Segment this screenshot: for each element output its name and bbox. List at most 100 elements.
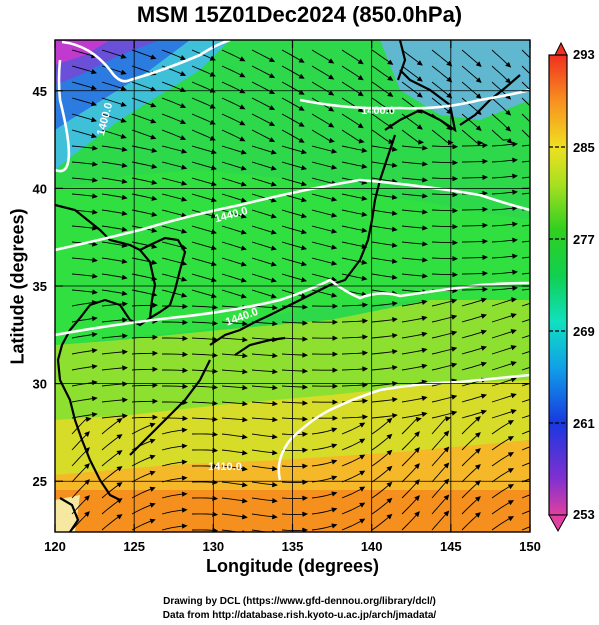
streamline-arrowhead	[91, 69, 97, 75]
streamline-arrowhead	[506, 138, 513, 144]
streamline-arrowhead	[421, 315, 428, 321]
streamline-arrowhead	[181, 148, 188, 154]
streamline-arrowhead	[91, 332, 98, 338]
streamline-arrowhead	[91, 257, 98, 263]
streamline-arrowhead	[512, 269, 518, 275]
streamline-arrowhead	[240, 293, 247, 299]
streamline-arrowhead	[302, 416, 309, 422]
streamline-arrowhead	[116, 450, 123, 456]
streamline-arrowhead	[152, 398, 159, 404]
streamline-arrowhead	[331, 523, 338, 529]
streamline	[521, 272, 530, 275]
streamline	[521, 334, 530, 339]
streamline-arrowhead	[240, 229, 247, 235]
streamline-arrowhead	[122, 301, 128, 307]
streamline-arrowhead	[359, 518, 366, 524]
streamline-arrowhead	[446, 92, 453, 99]
streamline-arrowhead	[542, 157, 547, 161]
streamline-arrowhead	[542, 269, 547, 273]
streamline-arrowhead	[121, 194, 128, 200]
streamline-arrowhead	[120, 133, 127, 139]
streamline-arrowhead	[391, 301, 398, 307]
streamline-arrowhead	[149, 518, 156, 524]
streamline-arrowhead	[361, 275, 368, 281]
streamline-arrowhead	[242, 417, 248, 423]
streamline-arrowhead	[422, 257, 428, 263]
streamline-arrowhead	[298, 121, 305, 127]
streamline-arrowhead	[451, 298, 458, 304]
streamline-arrowhead	[541, 330, 546, 334]
streamline-arrowhead	[181, 475, 188, 481]
streamline-arrowhead	[122, 413, 128, 419]
streamline-arrowhead	[242, 337, 248, 343]
geopotential-contours	[55, 40, 530, 481]
streamline-arrowhead	[331, 228, 338, 234]
streamline-arrowhead	[362, 318, 369, 324]
streamline-arrowhead	[422, 225, 428, 231]
streamline-arrowhead	[120, 117, 127, 123]
streamline-arrowhead	[361, 163, 368, 169]
streamline-arrowhead	[480, 361, 488, 367]
colorbar-tick-label: 253	[573, 507, 595, 522]
streamline-arrowhead	[91, 364, 98, 370]
streamline-arrowhead	[240, 261, 247, 267]
streamline-arrowhead	[302, 368, 309, 374]
coastlines	[55, 40, 521, 532]
streamline-arrowhead	[84, 463, 90, 469]
streamline-arrowhead	[181, 459, 188, 465]
streamline-arrowhead	[332, 415, 339, 421]
streamline-arrowhead	[512, 141, 518, 147]
streamline-arrowhead	[443, 478, 450, 485]
streamline-arrowhead	[391, 258, 398, 264]
streamline-arrowhead	[451, 330, 458, 336]
streamline-arrowhead	[151, 243, 158, 249]
streamline	[521, 65, 530, 75]
streamline-arrowhead	[357, 123, 364, 129]
streamline-arrowhead	[362, 398, 369, 404]
streamline-arrowhead	[152, 350, 159, 356]
streamline-arrowhead	[508, 500, 515, 505]
streamline-arrowhead	[331, 292, 338, 298]
streamline-arrowhead	[480, 409, 488, 415]
streamline-arrowhead	[271, 450, 278, 456]
x-tick-label: 130	[202, 539, 224, 554]
streamline-arrowhead	[301, 149, 307, 155]
streamline-arrowhead	[150, 118, 157, 124]
streamline-arrowhead	[298, 57, 305, 63]
streamline	[521, 256, 530, 259]
streamline-arrowhead	[302, 511, 309, 517]
streamline-arrowhead	[302, 447, 309, 453]
streamline-arrowhead	[328, 58, 335, 64]
streamline-arrowhead	[91, 273, 98, 279]
streamline-arrowhead	[414, 463, 420, 469]
streamline-arrowhead	[239, 72, 246, 78]
streamline-arrowhead	[510, 313, 517, 319]
streamline-arrowhead	[116, 482, 123, 488]
streamline-arrowhead	[541, 425, 546, 429]
streamline-arrowhead	[272, 305, 278, 311]
streamline-arrowhead	[542, 285, 547, 289]
streamline-arrowhead	[510, 409, 517, 415]
streamline-arrowhead	[542, 173, 547, 177]
streamline	[521, 97, 530, 107]
streamline-arrowhead	[475, 125, 482, 131]
streamline-arrowhead	[386, 449, 393, 456]
streamline-arrowhead	[121, 226, 128, 232]
streamline-arrowhead	[480, 329, 488, 335]
streamline-arrowhead	[239, 104, 246, 110]
streamline-arrowhead	[391, 162, 398, 168]
streamline-arrowhead	[422, 145, 428, 151]
streamline-arrowhead	[302, 304, 309, 310]
streamline-arrowhead	[301, 181, 307, 187]
streamline-arrowhead	[446, 60, 453, 67]
streamline-arrowhead	[542, 205, 547, 209]
colorbar-min-arrow	[548, 514, 568, 533]
streamline-arrowhead	[541, 378, 546, 382]
streamline-arrowhead	[182, 319, 189, 326]
streamline-arrowhead	[512, 237, 518, 243]
streamline-arrowhead	[332, 367, 339, 373]
streamline-arrowhead	[242, 401, 248, 407]
